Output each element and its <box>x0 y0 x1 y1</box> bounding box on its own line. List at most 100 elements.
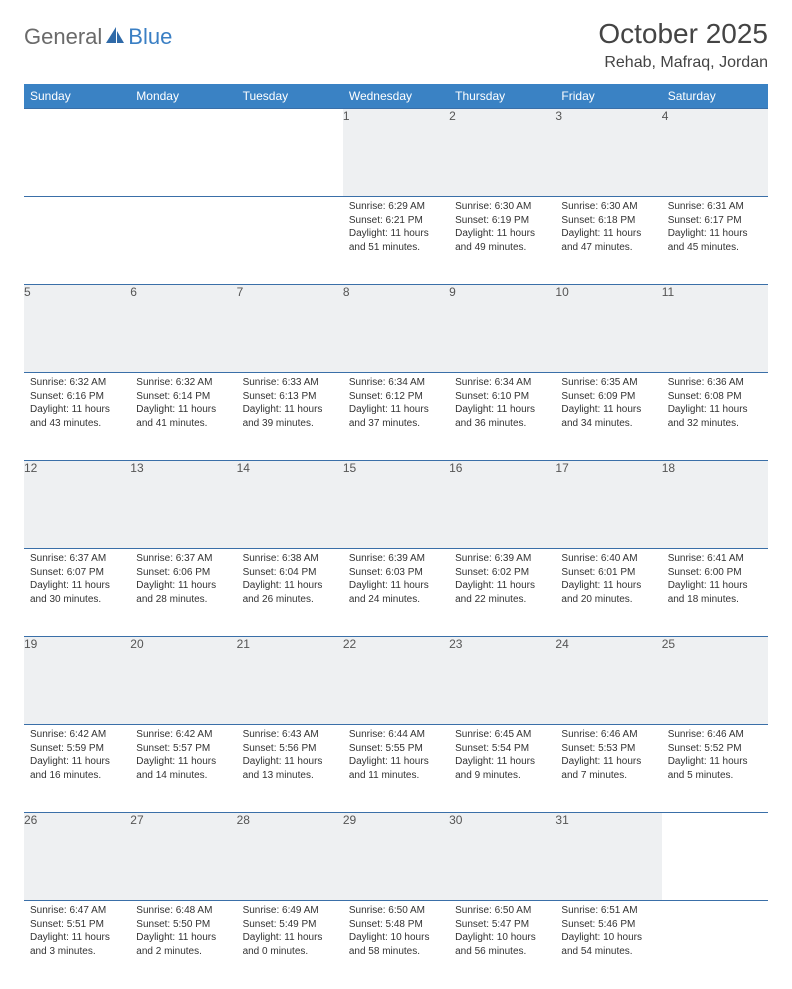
day-data: Sunrise: 6:47 AMSunset: 5:51 PMDaylight:… <box>24 901 130 964</box>
day-content-cell: Sunrise: 6:50 AMSunset: 5:48 PMDaylight:… <box>343 901 449 989</box>
day-data: Sunrise: 6:29 AMSunset: 6:21 PMDaylight:… <box>343 197 449 260</box>
day-content-cell: Sunrise: 6:46 AMSunset: 5:52 PMDaylight:… <box>662 725 768 813</box>
day-data: Sunrise: 6:46 AMSunset: 5:53 PMDaylight:… <box>555 725 661 788</box>
day-number-cell: 7 <box>237 285 343 373</box>
daylight-text: and 22 minutes. <box>455 593 549 607</box>
day-number-cell: 13 <box>130 461 236 549</box>
day-number-row: 567891011 <box>24 285 768 373</box>
daylight-text: Daylight: 11 hours <box>668 403 762 417</box>
sunrise-text: Sunrise: 6:37 AM <box>30 552 124 566</box>
sunset-text: Sunset: 6:10 PM <box>455 390 549 404</box>
sunrise-text: Sunrise: 6:48 AM <box>136 904 230 918</box>
day-header: Wednesday <box>343 84 449 109</box>
sunset-text: Sunset: 6:16 PM <box>30 390 124 404</box>
sunset-text: Sunset: 6:17 PM <box>668 214 762 228</box>
day-number-cell: 17 <box>555 461 661 549</box>
calendar-table: Sunday Monday Tuesday Wednesday Thursday… <box>24 84 768 989</box>
day-number-cell: 9 <box>449 285 555 373</box>
day-number-cell: 18 <box>662 461 768 549</box>
day-data: Sunrise: 6:33 AMSunset: 6:13 PMDaylight:… <box>237 373 343 436</box>
sunrise-text: Sunrise: 6:51 AM <box>561 904 655 918</box>
day-number-cell: 21 <box>237 637 343 725</box>
day-number-cell: 23 <box>449 637 555 725</box>
sunset-text: Sunset: 6:13 PM <box>243 390 337 404</box>
sunrise-text: Sunrise: 6:49 AM <box>243 904 337 918</box>
sunset-text: Sunset: 6:14 PM <box>136 390 230 404</box>
day-content-cell: Sunrise: 6:50 AMSunset: 5:47 PMDaylight:… <box>449 901 555 989</box>
day-data: Sunrise: 6:37 AMSunset: 6:06 PMDaylight:… <box>130 549 236 612</box>
day-header-row: Sunday Monday Tuesday Wednesday Thursday… <box>24 84 768 109</box>
daylight-text: and 36 minutes. <box>455 417 549 431</box>
title-block: October 2025 Rehab, Mafraq, Jordan <box>598 18 768 72</box>
day-number-cell: 20 <box>130 637 236 725</box>
sunrise-text: Sunrise: 6:44 AM <box>349 728 443 742</box>
logo: General Blue <box>24 18 172 50</box>
sunset-text: Sunset: 6:07 PM <box>30 566 124 580</box>
day-data: Sunrise: 6:48 AMSunset: 5:50 PMDaylight:… <box>130 901 236 964</box>
day-number-row: 262728293031 <box>24 813 768 901</box>
day-content-cell: Sunrise: 6:32 AMSunset: 6:16 PMDaylight:… <box>24 373 130 461</box>
day-content-cell: Sunrise: 6:44 AMSunset: 5:55 PMDaylight:… <box>343 725 449 813</box>
daylight-text: Daylight: 11 hours <box>243 931 337 945</box>
day-data: Sunrise: 6:39 AMSunset: 6:02 PMDaylight:… <box>449 549 555 612</box>
daylight-text: Daylight: 11 hours <box>668 579 762 593</box>
sunset-text: Sunset: 5:54 PM <box>455 742 549 756</box>
sunrise-text: Sunrise: 6:34 AM <box>349 376 443 390</box>
logo-blue-text: Blue <box>128 24 172 50</box>
daylight-text: and 32 minutes. <box>668 417 762 431</box>
day-content-cell: Sunrise: 6:39 AMSunset: 6:02 PMDaylight:… <box>449 549 555 637</box>
day-number-cell: 31 <box>555 813 661 901</box>
day-number-cell: 8 <box>343 285 449 373</box>
daylight-text: and 43 minutes. <box>30 417 124 431</box>
daylight-text: Daylight: 11 hours <box>136 579 230 593</box>
calendar-body: 1234 Sunrise: 6:29 AMSunset: 6:21 PMDayl… <box>24 109 768 989</box>
sunrise-text: Sunrise: 6:29 AM <box>349 200 443 214</box>
day-number-cell: 19 <box>24 637 130 725</box>
day-content-cell <box>24 197 130 285</box>
daylight-text: and 7 minutes. <box>561 769 655 783</box>
sunrise-text: Sunrise: 6:33 AM <box>243 376 337 390</box>
day-content-cell: Sunrise: 6:42 AMSunset: 5:57 PMDaylight:… <box>130 725 236 813</box>
day-data: Sunrise: 6:50 AMSunset: 5:48 PMDaylight:… <box>343 901 449 964</box>
day-number-cell: 5 <box>24 285 130 373</box>
daylight-text: Daylight: 11 hours <box>668 755 762 769</box>
day-number-cell: 26 <box>24 813 130 901</box>
daylight-text: Daylight: 11 hours <box>136 931 230 945</box>
daylight-text: and 41 minutes. <box>136 417 230 431</box>
sunrise-text: Sunrise: 6:39 AM <box>349 552 443 566</box>
day-content-cell: Sunrise: 6:32 AMSunset: 6:14 PMDaylight:… <box>130 373 236 461</box>
daylight-text: and 47 minutes. <box>561 241 655 255</box>
sunset-text: Sunset: 5:52 PM <box>668 742 762 756</box>
sunset-text: Sunset: 5:48 PM <box>349 918 443 932</box>
sunset-text: Sunset: 5:51 PM <box>30 918 124 932</box>
sunrise-text: Sunrise: 6:42 AM <box>136 728 230 742</box>
sunset-text: Sunset: 5:49 PM <box>243 918 337 932</box>
sunrise-text: Sunrise: 6:46 AM <box>561 728 655 742</box>
day-number-cell: 30 <box>449 813 555 901</box>
daylight-text: Daylight: 11 hours <box>30 579 124 593</box>
daylight-text: and 16 minutes. <box>30 769 124 783</box>
daylight-text: Daylight: 11 hours <box>243 579 337 593</box>
sunset-text: Sunset: 5:46 PM <box>561 918 655 932</box>
header: General Blue October 2025 Rehab, Mafraq,… <box>24 18 768 72</box>
daylight-text: Daylight: 11 hours <box>349 227 443 241</box>
sunset-text: Sunset: 5:50 PM <box>136 918 230 932</box>
daylight-text: Daylight: 11 hours <box>455 579 549 593</box>
day-data: Sunrise: 6:35 AMSunset: 6:09 PMDaylight:… <box>555 373 661 436</box>
daylight-text: and 24 minutes. <box>349 593 443 607</box>
daylight-text: Daylight: 11 hours <box>30 931 124 945</box>
day-content-cell: Sunrise: 6:43 AMSunset: 5:56 PMDaylight:… <box>237 725 343 813</box>
daylight-text: Daylight: 11 hours <box>243 755 337 769</box>
daylight-text: and 0 minutes. <box>243 945 337 959</box>
day-data: Sunrise: 6:37 AMSunset: 6:07 PMDaylight:… <box>24 549 130 612</box>
day-content-cell: Sunrise: 6:41 AMSunset: 6:00 PMDaylight:… <box>662 549 768 637</box>
day-number-cell <box>662 813 768 901</box>
day-header: Tuesday <box>237 84 343 109</box>
sunrise-text: Sunrise: 6:36 AM <box>668 376 762 390</box>
sunset-text: Sunset: 6:08 PM <box>668 390 762 404</box>
day-data: Sunrise: 6:43 AMSunset: 5:56 PMDaylight:… <box>237 725 343 788</box>
day-number-cell: 10 <box>555 285 661 373</box>
day-number-cell: 25 <box>662 637 768 725</box>
day-number-cell: 12 <box>24 461 130 549</box>
day-content-cell: Sunrise: 6:47 AMSunset: 5:51 PMDaylight:… <box>24 901 130 989</box>
